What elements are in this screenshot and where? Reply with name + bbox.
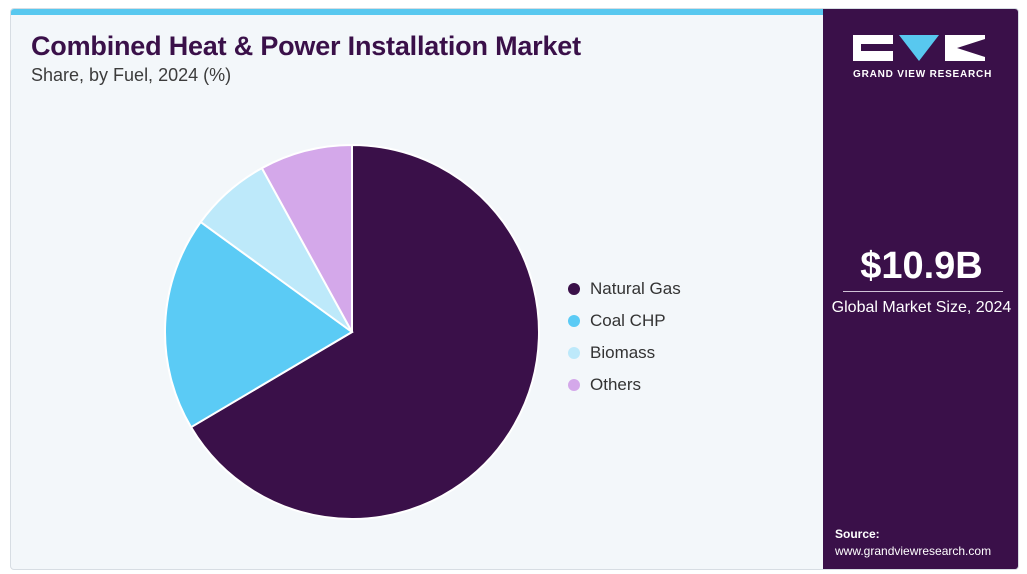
source-note: Source: www.grandviewresearch.com xyxy=(835,526,991,560)
chart-subtitle: Share, by Fuel, 2024 (%) xyxy=(31,65,232,85)
legend-swatch xyxy=(568,315,580,327)
pie-chart xyxy=(164,143,540,520)
logo-mark-left-icon xyxy=(853,35,893,61)
legend-label: Others xyxy=(590,375,642,394)
legend-item-others: Others xyxy=(568,369,681,401)
market-size-value: $10.9B xyxy=(860,245,983,287)
legend-swatch xyxy=(568,379,580,391)
accent-bar xyxy=(11,9,823,15)
legend-label: Biomass xyxy=(590,343,656,362)
source-url: www.grandviewresearch.com xyxy=(835,544,992,558)
legend-label: Coal CHP xyxy=(590,311,666,330)
sidebar-panel: GRAND VIEW RESEARCH $10.9B Global Market… xyxy=(823,9,1018,569)
logo-mark-right-icon xyxy=(945,35,985,61)
pie-slice-others xyxy=(260,143,353,333)
legend: Natural Gas Coal CHP Biomass Others xyxy=(568,273,681,401)
legend-item-natural-gas: Natural Gas xyxy=(568,273,681,305)
legend-swatch xyxy=(568,347,580,359)
legend-label: Natural Gas xyxy=(590,279,681,298)
brand-logo: GRAND VIEW RESEARCH xyxy=(853,35,993,80)
pie-slice-natural-gas xyxy=(189,143,540,520)
chart-frame: Combined Heat & Power Installation Marke… xyxy=(10,8,1019,570)
divider xyxy=(843,291,1003,292)
source-label: Source: xyxy=(835,527,880,541)
pie-slice-coal-chp xyxy=(164,220,354,429)
logo-mark-triangle-icon xyxy=(899,35,939,61)
brand-name: GRAND VIEW RESEARCH xyxy=(853,69,993,80)
legend-item-coal-chp: Coal CHP xyxy=(568,305,681,337)
chart-title: Combined Heat & Power Installation Marke… xyxy=(31,31,581,61)
market-size-label: Global Market Size, 2024 xyxy=(831,299,1012,316)
legend-swatch xyxy=(568,283,580,295)
chart-panel: Combined Heat & Power Installation Marke… xyxy=(11,9,823,569)
legend-item-biomass: Biomass xyxy=(568,337,681,369)
